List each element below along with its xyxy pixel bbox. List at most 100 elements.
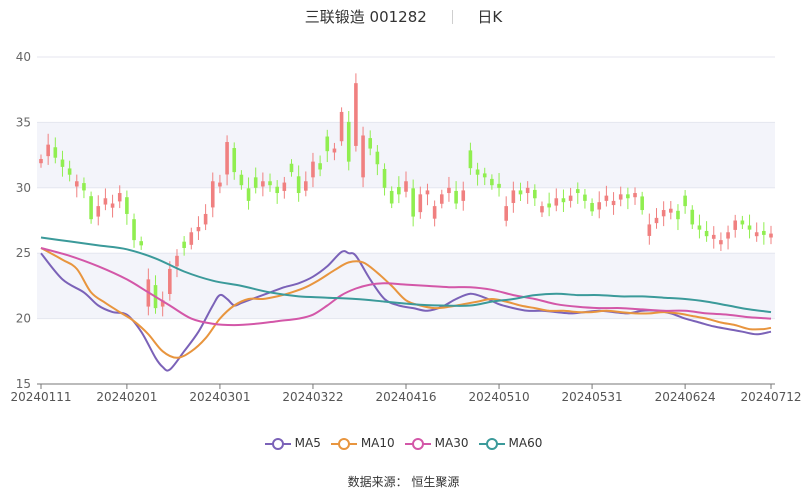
x-tick-label: 20240531 [562, 390, 623, 404]
candle-body [647, 224, 652, 236]
legend-marker [330, 437, 357, 451]
candle-body [733, 220, 738, 230]
candle-body [704, 230, 709, 237]
chart-title: 三联锻造 001282 日K [0, 6, 807, 27]
period-label: 日K [477, 8, 503, 26]
candle-body [232, 148, 237, 173]
x-tick-label: 20240510 [469, 390, 530, 404]
candle-body [726, 232, 730, 239]
candle-body [604, 195, 609, 201]
title-separator [451, 10, 453, 24]
candle-body [311, 161, 315, 178]
candle-body [633, 193, 637, 198]
candle-body [454, 190, 458, 204]
candle-body [96, 206, 101, 217]
candle-body [769, 233, 773, 238]
candle-body [669, 208, 673, 213]
candle-body [89, 196, 93, 220]
legend-item-ma5[interactable]: MA5 [264, 436, 321, 451]
candle-body [339, 111, 344, 142]
candle-body [368, 138, 373, 149]
candle-body [626, 194, 630, 199]
candle-body [740, 220, 745, 225]
candle-body [103, 198, 108, 205]
candle-body [82, 183, 86, 191]
candle-body [354, 83, 358, 146]
legend-label: MA10 [360, 436, 395, 450]
candle-body [683, 195, 687, 207]
candle-body [575, 189, 580, 194]
x-tick-label: 20240416 [375, 390, 436, 404]
candle-body [439, 194, 444, 204]
y-tick-label: 20 [16, 312, 31, 326]
candle-body [533, 189, 537, 199]
candle-body [318, 163, 322, 170]
candle-body [425, 190, 430, 195]
x-tick-label: 20240712 [740, 390, 801, 404]
y-tick-label: 40 [16, 50, 31, 64]
candle-body [275, 186, 279, 194]
candle-body [382, 168, 387, 188]
legend-item-ma10[interactable]: MA10 [330, 436, 395, 451]
x-tick-label: 20240322 [282, 390, 343, 404]
candle-body [189, 232, 194, 245]
candle-body [561, 198, 566, 203]
candle-body [418, 194, 423, 213]
candle-body [289, 163, 294, 173]
series-line-ma60 [40, 236, 772, 314]
candle-body [554, 198, 559, 206]
legend-label: MA60 [508, 436, 543, 450]
candle-body [125, 197, 129, 214]
candle-body [46, 144, 50, 157]
candle-body [218, 182, 222, 187]
candle-body [132, 219, 136, 241]
candle-body [518, 190, 523, 195]
candle-body [490, 178, 494, 186]
legend-marker [478, 437, 505, 451]
candle-body [397, 187, 401, 195]
candle-body [239, 174, 244, 186]
x-tick-label: 20240624 [655, 390, 716, 404]
y-tick-label: 35 [16, 115, 31, 129]
candle-body [461, 190, 466, 201]
candle-body [568, 195, 573, 201]
candle-body [168, 268, 172, 295]
candle-body [540, 206, 544, 213]
legend-marker [264, 437, 291, 451]
candle-body [196, 227, 201, 232]
candle-body [332, 148, 337, 153]
candle-body [597, 202, 602, 210]
candle-body [361, 135, 365, 178]
candle-body [160, 300, 165, 307]
candle-body [67, 168, 72, 175]
candlestick-chart: 15 20 25 30 35 40 20240111 20240201 20240301 2024… [10, 50, 801, 404]
candle-body [762, 230, 766, 235]
legend-item-ma60[interactable]: MA60 [478, 436, 543, 451]
candle-body [432, 206, 437, 219]
candle-body [296, 176, 301, 194]
x-tick-label: 20240201 [96, 390, 157, 404]
candle-body [246, 188, 251, 201]
x-tick-label: 20240111 [10, 390, 71, 404]
candle-body [39, 159, 43, 164]
candle-body [375, 151, 380, 165]
candle-body [210, 181, 215, 208]
candle-body [74, 181, 79, 187]
candle-body [640, 196, 644, 211]
stock-title: 三联锻造 001282 [304, 8, 427, 26]
candle-body [411, 188, 415, 217]
legend-label: MA5 [294, 436, 321, 450]
candle-body [711, 234, 716, 239]
series-line-ma5 [40, 250, 772, 372]
x-tick-label: 20240301 [189, 390, 250, 404]
legend-item-ma30[interactable]: MA30 [404, 436, 469, 451]
y-tick-label: 15 [16, 377, 31, 391]
candle-body [346, 121, 351, 162]
series-line-ma30 [40, 247, 772, 327]
candle-body [203, 213, 208, 225]
data-source: 数据来源： 恒生聚源 [347, 475, 460, 489]
candle-body [482, 173, 487, 178]
legend-label: MA30 [434, 436, 469, 450]
candle-body [590, 202, 594, 212]
candle-body [754, 232, 759, 237]
